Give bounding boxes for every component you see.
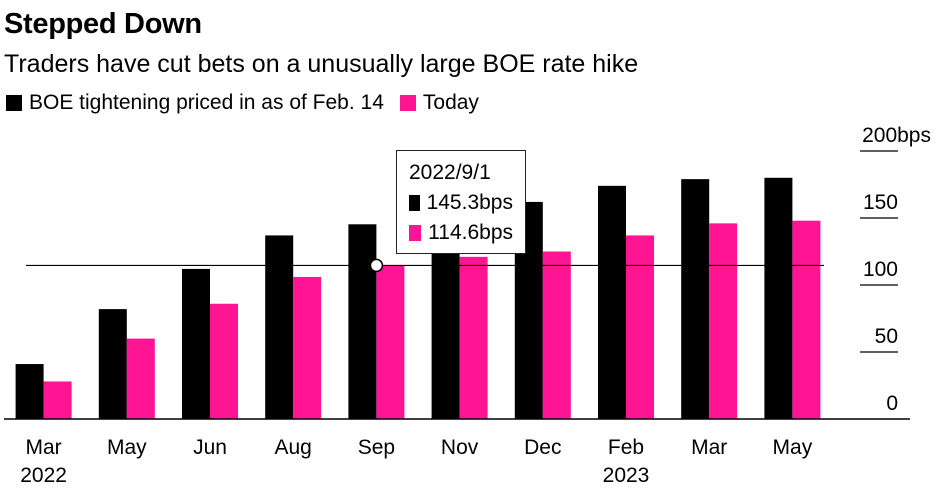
bar-today-7 [626, 235, 654, 419]
tooltip-value-feb14: 145.3bps [426, 191, 513, 214]
y-tick-label-1: 50 [875, 325, 898, 348]
bar-today-9 [792, 220, 821, 419]
tooltip-row-today: 114.6bps [409, 221, 513, 245]
bar-feb14-0 [15, 364, 44, 419]
bar-feb14-3 [265, 235, 294, 419]
tooltip-swatch-today [409, 225, 422, 241]
bar-feb14-9 [764, 177, 793, 419]
hover-tooltip: 2022/9/1 145.3bps 114.6bps [396, 150, 526, 254]
bar-today-3 [293, 276, 322, 419]
y-tick-label-2: 100 [863, 258, 898, 281]
legend-label-today: Today [422, 91, 479, 114]
bar-today-1 [126, 338, 155, 419]
x-tick-label-3: Aug [275, 436, 312, 459]
x-year-label-0: 2022 [20, 464, 67, 487]
x-tick-label-9: May [773, 436, 813, 459]
legend-item-today: Today [399, 91, 479, 115]
tooltip-value-today: 114.6bps [428, 221, 513, 244]
x-tick-label-1: May [107, 436, 147, 459]
bar-feb14-7 [598, 185, 626, 419]
y-tick-label-3: 150 [863, 191, 898, 214]
bar-today-4 [376, 265, 405, 419]
chart-title: Stepped Down [4, 8, 202, 40]
bar-feb14-1 [98, 309, 127, 419]
x-tick-label-5: Nov [441, 436, 479, 459]
legend-swatch-feb14 [6, 95, 22, 111]
legend-swatch-today [399, 95, 416, 111]
x-year-label-7: 2023 [603, 464, 650, 487]
tooltip-swatch-feb14 [409, 195, 420, 211]
y-tick-label-4: 200bps [862, 124, 931, 147]
x-tick-label-0: Mar [26, 436, 62, 459]
x-tick-label-4: Sep [358, 436, 395, 459]
bar-today-8 [709, 223, 738, 419]
hover-marker [369, 258, 384, 273]
chart-subtitle: Traders have cut bets on a unusually lar… [4, 50, 639, 78]
bar-feb14-2 [182, 268, 210, 419]
legend: BOE tightening priced in as of Feb. 14 T… [6, 91, 495, 115]
bar-today-0 [43, 381, 72, 419]
x-tick-label-7: Feb [608, 436, 644, 459]
x-tick-label-6: Dec [524, 436, 561, 459]
x-tick-label-8: Mar [691, 436, 727, 459]
bar-feb14-4 [348, 224, 377, 419]
bar-today-2 [210, 303, 238, 419]
bar-today-6 [542, 251, 571, 419]
legend-item-feb14: BOE tightening priced in as of Feb. 14 [6, 91, 384, 115]
bar-today-5 [459, 256, 488, 419]
x-tick-label-2: Jun [193, 436, 227, 459]
bar-feb14-8 [681, 179, 710, 419]
tooltip-date: 2022/9/1 [409, 161, 491, 184]
legend-label-feb14: BOE tightening priced in as of Feb. 14 [29, 91, 384, 114]
tooltip-row-feb14: 145.3bps [409, 191, 513, 215]
y-tick-label-0: 0 [886, 392, 898, 415]
